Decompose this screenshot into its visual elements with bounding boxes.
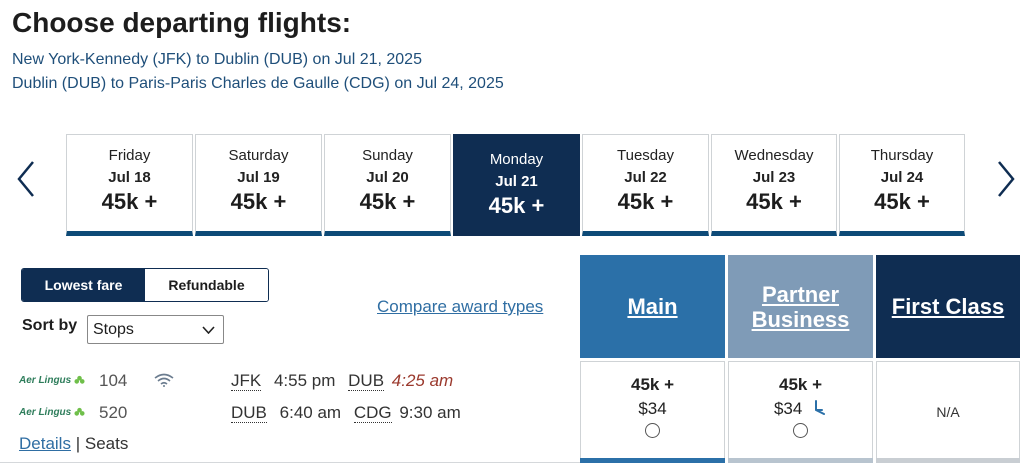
fare-radio-partner-business[interactable] <box>793 423 808 438</box>
sort-select[interactable]: Stops <box>87 315 224 344</box>
cabin-header-partner-business-label: Partner Business <box>752 282 850 332</box>
fare-type-toggle: Lowest fare Refundable <box>21 268 269 302</box>
date-card-date: Jul 22 <box>624 169 667 186</box>
arrive-time: 9:30 am <box>399 403 461 422</box>
link-separator: | <box>75 434 81 453</box>
fare-radio-main[interactable] <box>645 423 660 438</box>
row-divider <box>0 462 580 463</box>
cabin-header-first-class-label: First Class <box>891 294 1005 319</box>
destination-airport: DUB <box>348 371 385 391</box>
date-card-date: Jul 18 <box>108 169 151 186</box>
chevron-left-icon <box>17 161 34 197</box>
fare-cash: $34 <box>638 399 667 418</box>
arrive-time-next-day: 4:25 am <box>391 371 454 390</box>
shamrock-icon <box>74 375 85 384</box>
cabin-header-business-line: Business <box>751 306 850 332</box>
first-cabin-underline <box>876 458 1020 463</box>
wifi-icon <box>154 373 174 392</box>
date-card-price: 45k + <box>617 189 674 214</box>
flight-number: 104 <box>99 371 128 390</box>
date-card-day: Friday <box>108 147 151 164</box>
date-card-date: Jul 20 <box>366 169 409 186</box>
date-card-day: Saturday <box>228 147 289 164</box>
cabin-header-first-class[interactable]: First Class <box>876 255 1020 358</box>
fare-not-available: N/A <box>936 404 960 420</box>
date-card-mon-jul-21-selected[interactable]: Monday Jul 21 45k + <box>453 134 580 236</box>
date-card-thu-jul-24[interactable]: Thursday Jul 24 45k + <box>839 134 965 236</box>
date-card-sun-jul-20[interactable]: Sunday Jul 20 45k + <box>324 134 451 236</box>
refundable-tab[interactable]: Refundable <box>145 269 268 301</box>
sort-selected-value: Stops <box>93 320 134 338</box>
origin-airport: JFK <box>231 371 262 391</box>
page-title: Choose departing flights: <box>12 7 352 38</box>
sort-label: Sort by <box>22 317 78 334</box>
airline-logo-aer-lingus: Aer Lingus <box>19 375 85 386</box>
partner-cabin-underline <box>728 458 873 463</box>
fare-cell-main[interactable]: 45k + $34 <box>580 361 725 463</box>
fare-cell-first-class: N/A <box>876 361 1020 463</box>
fare-cash-row: $34 <box>729 399 872 419</box>
seats-label[interactable]: Seats <box>84 434 129 453</box>
compare-award-types-link[interactable]: Compare award types <box>377 297 544 316</box>
date-card-date: Jul 24 <box>880 169 924 186</box>
airline-name: Aer Lingus <box>19 375 72 386</box>
fare-cash: $34 <box>773 399 803 418</box>
lie-flat-seat-icon <box>815 400 826 415</box>
date-card-price: 45k + <box>746 189 802 214</box>
destination-airport: CDG <box>353 403 392 423</box>
chevron-down-icon <box>202 325 215 334</box>
cabin-header-main[interactable]: Main <box>580 255 725 358</box>
cabin-header-partner-business[interactable]: Partner Business <box>728 255 873 358</box>
details-seats-links: Details | Seats <box>19 434 128 454</box>
date-card-day: Tuesday <box>617 147 674 164</box>
date-card-date: Jul 19 <box>237 169 280 186</box>
lowest-fare-tab[interactable]: Lowest fare <box>22 269 145 301</box>
segment-1-row: JFK 4:55 pm DUB 4:25 am <box>231 371 453 391</box>
date-card-price: 45k + <box>488 193 545 218</box>
depart-time: 4:55 pm <box>273 371 336 390</box>
date-card-sat-jul-19[interactable]: Saturday Jul 19 45k + <box>195 134 322 236</box>
date-card-wed-jul-23[interactable]: Wednesday Jul 23 45k + <box>711 134 837 236</box>
date-card-day: Sunday <box>362 147 413 164</box>
cabin-header-partner-line: Partner <box>761 281 840 307</box>
airline-name: Aer Lingus <box>19 407 72 418</box>
date-card-price: 45k + <box>230 189 287 214</box>
main-cabin-underline <box>580 458 725 463</box>
date-card-day: Wednesday <box>734 147 814 164</box>
date-card-price: 45k + <box>359 189 416 214</box>
date-card-date: Jul 21 <box>495 173 538 190</box>
flight-number: 520 <box>99 403 128 422</box>
depart-time: 6:40 am <box>279 403 342 422</box>
route-connection: Dublin (DUB) to Paris-Paris Charles de G… <box>12 75 504 92</box>
airline-logo-aer-lingus: Aer Lingus <box>19 407 85 418</box>
origin-airport: DUB <box>231 403 267 423</box>
next-dates-button[interactable] <box>992 155 1020 203</box>
date-card-date: Jul 23 <box>752 169 796 186</box>
date-card-fri-jul-18[interactable]: Friday Jul 18 45k + <box>66 134 193 236</box>
date-card-day: Thursday <box>870 147 934 164</box>
date-card-day: Monday <box>489 151 544 168</box>
date-card-tue-jul-22[interactable]: Tuesday Jul 22 45k + <box>582 134 709 236</box>
chevron-right-icon <box>998 161 1015 197</box>
shamrock-icon <box>74 407 85 416</box>
segment-2-row: DUB 6:40 am CDG 9:30 am <box>231 403 461 423</box>
fare-miles: 45k + <box>778 375 822 394</box>
details-link[interactable]: Details <box>19 434 71 453</box>
date-card-price: 45k + <box>101 189 158 214</box>
prev-dates-button[interactable] <box>12 155 40 203</box>
fare-miles: 45k + <box>630 375 674 394</box>
cabin-header-main-label: Main <box>627 294 678 319</box>
date-card-price: 45k + <box>874 189 930 214</box>
route-outbound: New York-Kennedy (JFK) to Dublin (DUB) o… <box>12 51 422 68</box>
fare-cell-partner-business[interactable]: 45k + $34 <box>728 361 873 463</box>
